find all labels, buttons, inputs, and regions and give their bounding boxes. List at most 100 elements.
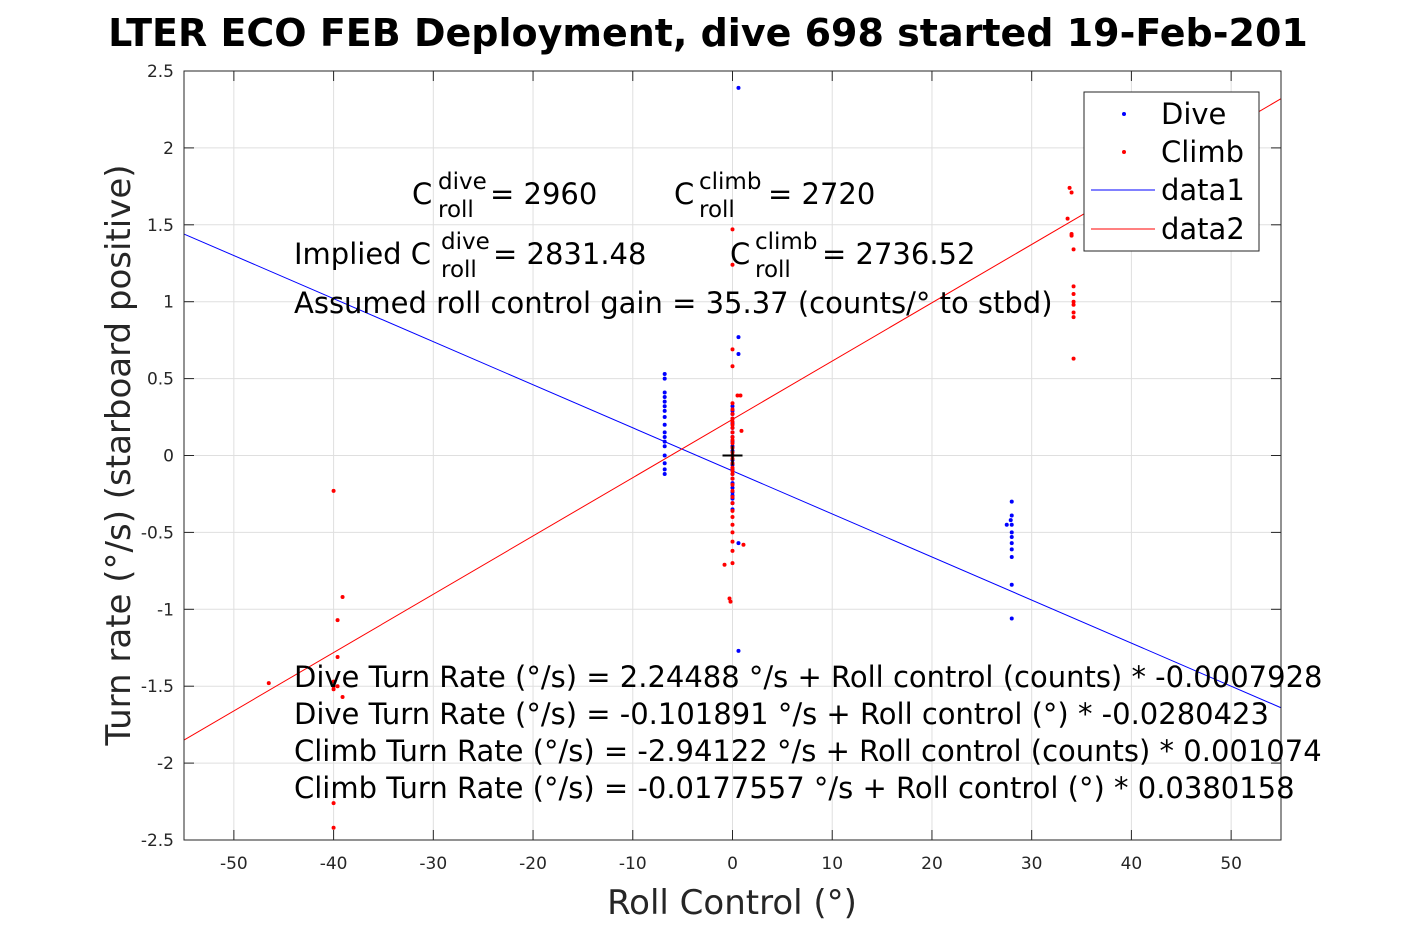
climb-point <box>335 618 340 623</box>
climb-point <box>730 522 735 527</box>
x-tick-label: 20 <box>921 854 943 874</box>
climb-point <box>1069 190 1074 195</box>
climb-point <box>331 825 336 830</box>
climb-point <box>730 435 735 440</box>
climb-point <box>730 262 735 267</box>
origin-marker <box>722 445 743 466</box>
c-climb-base: C <box>674 177 694 211</box>
climb-point <box>730 419 735 424</box>
climb-counts-equation: Climb Turn Rate (°/s) = -2.94122 °/s + R… <box>294 734 1322 768</box>
dive-point <box>662 444 667 449</box>
legend-box <box>1083 91 1260 252</box>
legend-data2-label: data2 <box>1161 212 1245 246</box>
implied-dive-sub: roll <box>441 257 477 283</box>
y-tick-label: -2 <box>157 754 174 774</box>
implied-climb-sub: roll <box>755 257 791 283</box>
y-tick-label: 2.5 <box>147 62 174 82</box>
climb-point <box>739 428 744 433</box>
dive-point <box>1009 530 1014 535</box>
climb-point <box>730 488 735 493</box>
dive-point <box>662 371 667 376</box>
y-axis-label: Turn rate (°/s) (starboard positive) <box>99 164 139 746</box>
dive-point <box>1009 522 1014 527</box>
implied-dive-annotation: Implied C dive roll = 2831.48 <box>294 229 646 283</box>
dive-point <box>736 335 741 340</box>
dive-point <box>736 541 741 546</box>
climb-point <box>730 471 735 476</box>
dive-point <box>736 85 741 90</box>
y-tick-label: 0.5 <box>147 370 174 390</box>
x-tick-label: -50 <box>220 854 248 874</box>
c-dive-sup: dive <box>438 169 487 195</box>
climb-point <box>730 476 735 481</box>
climb-point <box>730 515 735 520</box>
y-tick-label: 0 <box>163 447 174 467</box>
climb-point <box>1071 302 1076 307</box>
c-climb-sup: climb <box>699 169 761 195</box>
climb-point <box>340 694 345 699</box>
dive-point <box>662 399 667 404</box>
x-tick-label: 0 <box>727 854 738 874</box>
climb-point <box>730 407 735 412</box>
legend-dive-label: Dive <box>1161 97 1226 131</box>
climb-point <box>730 468 735 473</box>
dive-point <box>662 471 667 476</box>
legend-dive-marker <box>1122 112 1126 116</box>
climb-point <box>730 539 735 544</box>
y-tick-label: -1 <box>157 600 174 620</box>
gain-annotation: Assumed roll control gain = 35.37 (count… <box>294 286 1053 320</box>
climb-point <box>730 465 735 470</box>
y-tick-label: -1.5 <box>141 677 174 697</box>
x-tick-label: 40 <box>1121 854 1143 874</box>
climb-point <box>730 425 735 430</box>
dive-degrees-equation: Dive Turn Rate (°/s) = -0.101891 °/s + R… <box>294 697 1269 731</box>
climb-point <box>1071 315 1076 320</box>
climb-point <box>331 684 336 689</box>
climb-point <box>730 411 735 416</box>
dive-point <box>662 430 667 435</box>
climb-point <box>331 488 336 493</box>
legend: Dive Climb data1 data2 <box>1083 91 1260 252</box>
dive-point <box>662 467 667 472</box>
dive-point <box>662 422 667 427</box>
legend-climb-label: Climb <box>1161 135 1244 169</box>
y-tick-label: 2 <box>163 139 174 159</box>
c-dive-sub: roll <box>438 197 474 223</box>
climb-point <box>727 596 732 601</box>
axis-ticks: -50 -40 -30 -20 -10 0 10 20 30 40 50-2.5-2-1.5-1-0… <box>141 62 1281 874</box>
climb-point <box>735 393 740 398</box>
climb-point <box>266 681 271 686</box>
dive-point <box>662 453 667 458</box>
climb-point <box>331 687 336 692</box>
climb-point <box>331 679 336 684</box>
dive-point <box>662 395 667 400</box>
dive-point <box>1009 616 1014 621</box>
climb-point <box>1071 299 1076 304</box>
climb-point <box>730 501 735 506</box>
climb-point <box>331 801 336 806</box>
dive-point <box>736 648 741 653</box>
climb-point <box>730 227 735 232</box>
y-tick-label: 1.5 <box>147 216 174 236</box>
climb-point <box>722 562 727 567</box>
legend-climb-marker <box>1122 150 1126 154</box>
climb-point <box>728 599 733 604</box>
climb-point <box>730 401 735 406</box>
c-dive-base: C <box>412 177 432 211</box>
climb-point <box>730 364 735 369</box>
x-tick-label: 10 <box>821 854 843 874</box>
c-roll-dive-annotation: C dive roll = 2960 <box>412 169 597 223</box>
climb-point <box>340 594 345 599</box>
climb-point <box>1071 310 1076 315</box>
x-axis-label: Roll Control (°) <box>607 883 857 923</box>
implied-climb-value: = 2736.52 <box>822 237 975 271</box>
dive-point <box>662 390 667 395</box>
climb-point <box>1071 284 1076 289</box>
c-dive-value: = 2960 <box>490 177 597 211</box>
climb-point <box>1067 185 1072 190</box>
dive-point <box>1009 513 1014 518</box>
climb-point <box>741 542 746 547</box>
climb-point <box>730 495 735 500</box>
dive-point <box>662 439 667 444</box>
